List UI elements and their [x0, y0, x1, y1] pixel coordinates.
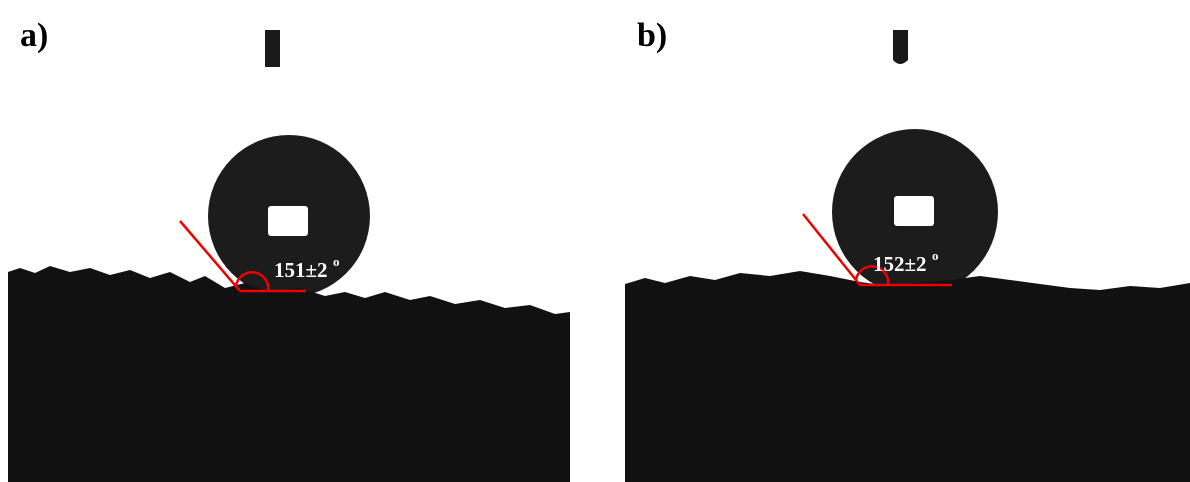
needle: [893, 30, 908, 64]
angle-label: 151±2: [274, 258, 328, 282]
panel-a: a) 151±2 o: [8, 17, 570, 482]
droplet-highlight: [894, 196, 934, 226]
degree-sign: o: [932, 248, 939, 263]
needle: [265, 30, 280, 67]
degree-sign: o: [333, 254, 340, 269]
panel-label: b): [637, 17, 667, 54]
surface: [625, 271, 1190, 482]
angle-label: 152±2: [873, 252, 927, 276]
panel-b: b) 152±2 o: [625, 17, 1190, 482]
panel-label: a): [20, 17, 48, 54]
surface: [8, 266, 570, 482]
droplet-highlight: [268, 206, 308, 236]
figure: a) 151±2 o b) 152±2 o: [0, 0, 1190, 482]
